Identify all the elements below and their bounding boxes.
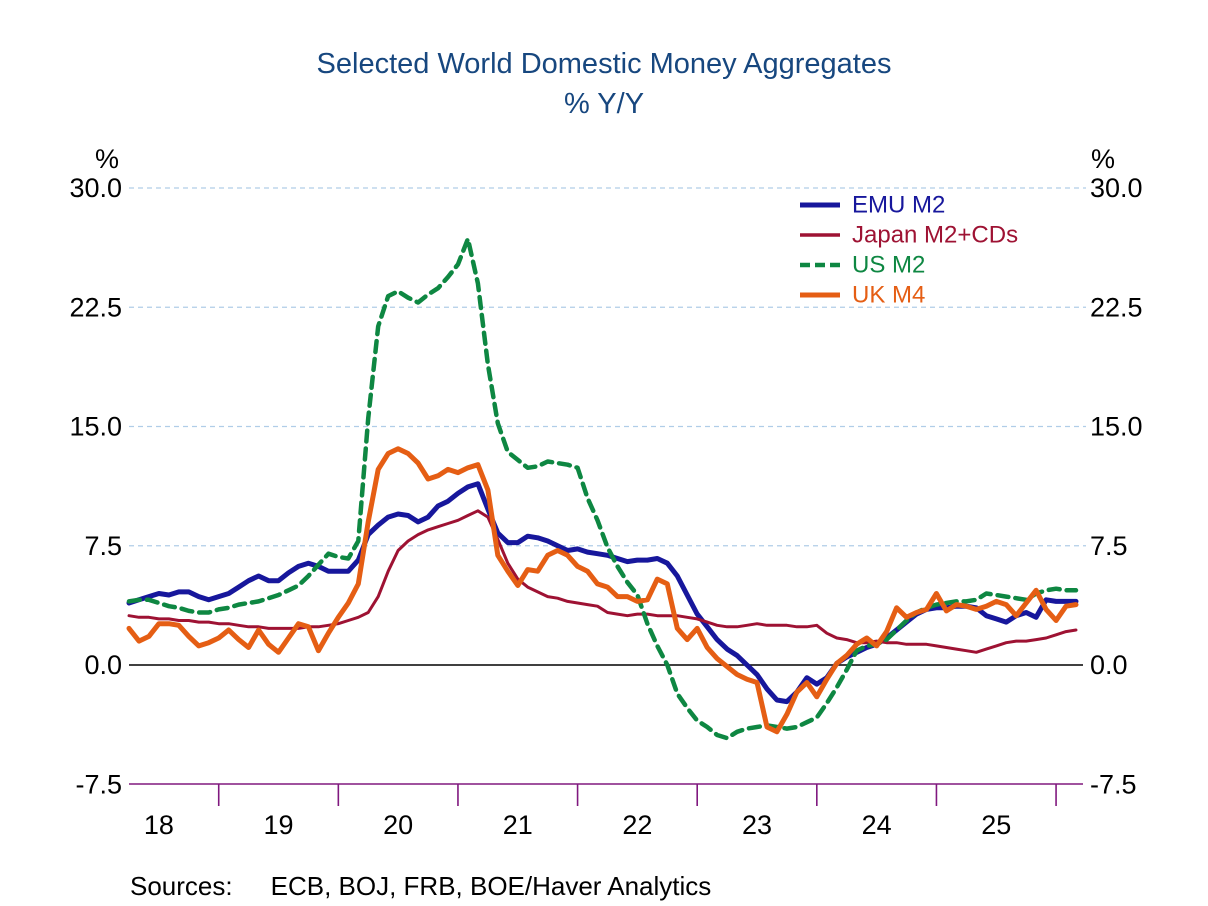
x-axis-year-label: 22 xyxy=(622,810,652,840)
sources-row: Sources: ECB, BOJ, FRB, BOE/Haver Analyt… xyxy=(130,871,711,902)
x-axis-year-label: 25 xyxy=(981,810,1011,840)
x-axis-year-label: 23 xyxy=(742,810,772,840)
y-axis-label-left: 30.0 xyxy=(69,173,122,203)
legend-label: EMU M2 xyxy=(852,192,945,219)
y-axis-label-left: -7.5 xyxy=(75,769,122,799)
y-axis-label-left: 22.5 xyxy=(69,292,122,322)
y-axis-label-right: 15.0 xyxy=(1090,412,1143,442)
x-axis-year-label: 24 xyxy=(862,810,892,840)
legend-label: Japan M2+CDs xyxy=(852,222,1018,249)
x-axis-year-label: 20 xyxy=(383,810,413,840)
y-axis-label-right: 7.5 xyxy=(1090,531,1128,561)
sources-text: ECB, BOJ, FRB, BOE/Haver Analytics xyxy=(270,871,712,901)
legend-label: UK M4 xyxy=(852,282,925,309)
y-axis-label-left: 15.0 xyxy=(69,412,122,442)
sources-label: Sources: xyxy=(130,871,233,901)
y-axis-label-left: 0.0 xyxy=(84,650,122,680)
chart-subtitle: % Y/Y xyxy=(563,88,645,121)
y-axis-label-right: -7.5 xyxy=(1090,769,1137,799)
series-line-us-m2 xyxy=(126,236,1079,741)
series-line-japan-m2-cds xyxy=(127,509,1078,654)
chart-title-block: Selected World Domestic Money Aggregates… xyxy=(0,44,1208,124)
y-axis-label-right: 30.0 xyxy=(1090,173,1143,203)
x-axis-year-label: 19 xyxy=(264,810,294,840)
y-axis-label-left: 7.5 xyxy=(84,531,122,561)
y-axis-label-right: 22.5 xyxy=(1090,292,1143,322)
x-axis-year-label: 21 xyxy=(503,810,533,840)
legend-label: US M2 xyxy=(852,252,925,279)
chart-title: Selected World Domestic Money Aggregates xyxy=(316,48,892,80)
y-axis-label-right: 0.0 xyxy=(1090,650,1128,680)
x-axis-year-label: 18 xyxy=(144,810,174,840)
y-axis-percent-right: % xyxy=(1091,144,1115,174)
series-line-emu-m2 xyxy=(126,481,1079,705)
y-axis-percent-left: % xyxy=(95,144,119,174)
series-line-uk-m4 xyxy=(126,446,1079,735)
